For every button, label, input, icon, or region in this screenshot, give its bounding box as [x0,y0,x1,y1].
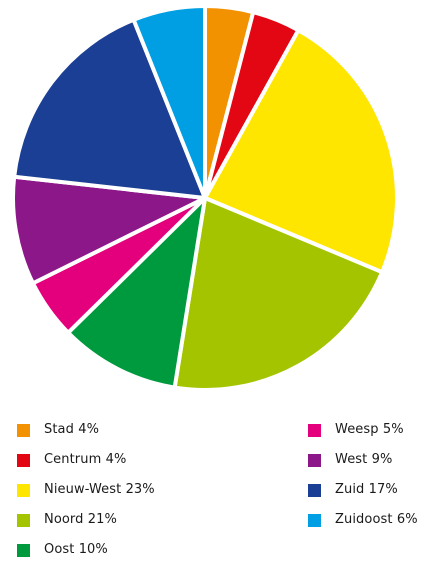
legend-label: Noord 21% [44,512,117,527]
pie-slice-nieuw-west [203,28,399,275]
legend-item-west: West 9% [308,450,392,470]
legend-label: Zuid 17% [335,482,398,497]
pie-slice-oost [66,196,207,390]
legend-label: Stad 4% [44,422,100,437]
legend-item-zuid: Zuid 17% [308,480,398,500]
legend-label: Zuidoost 6% [335,512,418,527]
legend-item-weesp: Weesp 5% [308,420,404,440]
legend-swatch-zuid [308,483,321,497]
legend-item-oost: Oost 10% [17,540,108,560]
legend-item-nieuw-west: Nieuw-West 23% [17,480,155,500]
legend-label: Weesp 5% [335,422,404,437]
legend-item-zuidoost: Zuidoost 6% [308,510,418,530]
pie-slice-zuidoost [131,4,207,200]
legend-label: West 9% [335,452,393,467]
pie-slice-zuid [12,17,207,200]
legend-swatch-nieuw-west [17,483,30,497]
legend-label: Centrum 4% [44,452,127,467]
pie-slice-west [10,174,207,286]
legend-item-noord: Noord 21% [17,510,117,530]
legend: Stad 4% Centrum 4% Nieuw-West 23% Noord … [0,420,423,572]
legend-swatch-west [308,453,321,467]
legend-swatch-weesp [308,423,321,437]
legend-label: Nieuw-West 23% [44,482,155,497]
legend-item-stad: Stad 4% [17,420,99,440]
legend-swatch-centrum [17,453,30,467]
legend-swatch-noord [17,513,30,527]
legend-label: Oost 10% [44,542,108,557]
pie-chart-svg [10,4,399,392]
pie-chart [10,4,399,392]
legend-swatch-oost [17,543,30,557]
pie-slice-noord [172,196,385,392]
legend-item-centrum: Centrum 4% [17,450,126,470]
legend-swatch-stad [17,423,30,437]
legend-swatch-zuidoost [308,513,321,527]
